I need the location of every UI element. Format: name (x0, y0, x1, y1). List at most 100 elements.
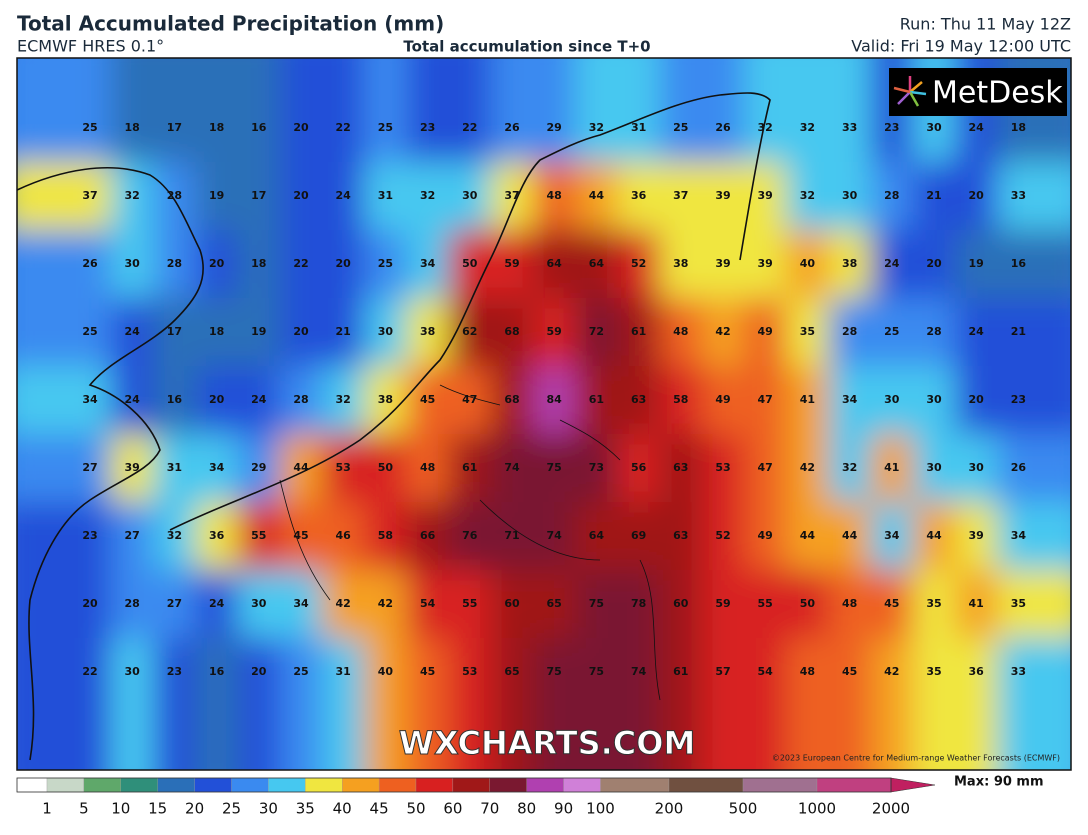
grid-value: 38 (842, 257, 857, 270)
grid-value: 74 (504, 461, 520, 474)
colorbar-label: 200 (655, 800, 684, 818)
grid-value: 58 (673, 393, 688, 406)
field-cell (659, 230, 703, 299)
field-cell (490, 434, 535, 503)
grid-value: 64 (589, 257, 605, 270)
field-cell (786, 638, 830, 770)
grid-value: 50 (462, 257, 478, 270)
grid-value: 30 (125, 257, 141, 270)
coastlines (17, 92, 771, 761)
field-cell (406, 230, 450, 299)
field-cell (279, 298, 324, 367)
grid-value: 52 (715, 529, 730, 542)
field-cell (617, 298, 661, 367)
grid-value: 33 (1011, 665, 1026, 678)
grid-value: 66 (420, 529, 436, 542)
grid-value: 34 (1011, 529, 1027, 542)
field-cell (17, 58, 113, 163)
grid-value: 48 (800, 665, 815, 678)
grid-value: 35 (800, 325, 815, 338)
colorbar-label: 2000 (872, 800, 910, 818)
grid-value: 32 (758, 121, 773, 134)
field-cell (406, 162, 450, 231)
grid-value: 49 (758, 529, 773, 542)
field-cell (448, 434, 492, 503)
field-cell (153, 162, 197, 231)
grid-value: 61 (631, 325, 646, 338)
field-cell (828, 502, 872, 571)
field-cell (364, 298, 408, 367)
field-cell (279, 162, 324, 231)
grid-value: 42 (715, 325, 730, 338)
grid-value: 37 (504, 189, 519, 202)
colorbar-swatch (157, 777, 195, 793)
grid-value: 31 (167, 461, 182, 474)
grid-value: 26 (82, 257, 98, 270)
grid-value: 63 (673, 461, 688, 474)
field-cell (786, 58, 830, 163)
field-cell (17, 434, 113, 503)
logo-icon (893, 76, 927, 107)
field-cell (490, 58, 535, 163)
grid-value: 20 (293, 189, 309, 202)
field-cell (533, 502, 577, 571)
field-cell (870, 638, 914, 770)
field-cell (322, 570, 366, 639)
field-cell (195, 58, 239, 163)
colorbar-swatch (742, 777, 818, 793)
field-cell (533, 162, 577, 231)
grid-value: 37 (673, 189, 688, 202)
grid-value: 42 (884, 665, 899, 678)
colorbar-label: 35 (296, 800, 315, 818)
field-cell (701, 570, 746, 639)
field-cell (659, 366, 703, 435)
grid-value: 38 (420, 325, 435, 338)
grid-value: 84 (547, 393, 563, 406)
grid-value: 72 (589, 325, 604, 338)
grid-value: 75 (589, 597, 604, 610)
model: ECMWF HRES 0.1° (17, 37, 164, 56)
colorbar: 1 5 10 15 20 25 30 35 40 45 50 60 70 80 90 100 200 500 100… (16, 777, 936, 818)
map-frame (16, 57, 1072, 771)
grid-value: 31 (631, 121, 646, 134)
grid-value: 25 (378, 257, 393, 270)
field-cell (870, 502, 914, 571)
field-cell (659, 570, 703, 639)
field-cell (364, 570, 408, 639)
field-cell (448, 570, 492, 639)
field-cell (617, 366, 661, 435)
grid-value: 49 (715, 393, 730, 406)
grid-value: 32 (167, 529, 182, 542)
grid-value: 32 (800, 121, 815, 134)
grid-value: 30 (378, 325, 394, 338)
grid-value: 24 (884, 257, 900, 270)
field-cell (111, 502, 155, 571)
field-cell (659, 298, 703, 367)
grid-value: 21 (926, 189, 941, 202)
borders (279, 384, 661, 701)
grid-value: 26 (715, 121, 731, 134)
field-cell (237, 366, 281, 435)
grid-value: 27 (125, 529, 140, 542)
colorbar-swatch (83, 777, 121, 793)
grid-value: 28 (125, 597, 140, 610)
field-cell (828, 366, 872, 435)
grid-value: 22 (82, 665, 97, 678)
field-cell (195, 298, 239, 367)
field-cell (406, 502, 450, 571)
grid-value: 71 (504, 529, 519, 542)
field-cell (237, 502, 281, 571)
field-cell (448, 162, 492, 231)
grid-value: 60 (504, 597, 520, 610)
field-cell (997, 298, 1071, 367)
colorbar-label: 1 (42, 800, 52, 818)
field-cell (533, 638, 577, 770)
grid-value: 35 (926, 597, 941, 610)
grid-value: 20 (336, 257, 352, 270)
grid-value: 40 (378, 665, 394, 678)
coast-uk (17, 166, 204, 761)
grid-value: 46 (336, 529, 352, 542)
grid-value: 35 (926, 665, 941, 678)
field-cell (786, 570, 830, 639)
